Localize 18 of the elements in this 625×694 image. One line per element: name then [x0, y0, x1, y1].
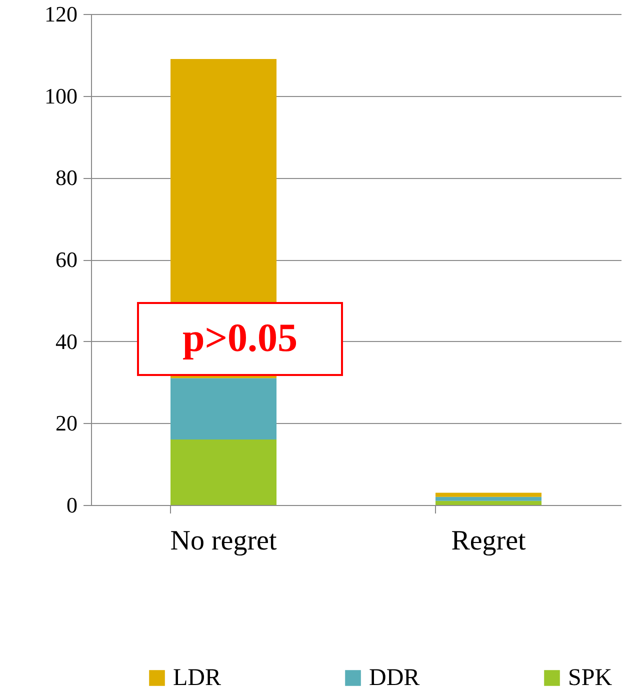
legend-label: DDR — [369, 665, 420, 691]
bar — [170, 440, 276, 505]
y-tick-label: 120 — [44, 2, 78, 26]
bar — [436, 492, 542, 497]
y-tick-label: 80 — [56, 165, 78, 190]
y-tick-label: 100 — [44, 83, 78, 108]
x-tick-label: Regret — [451, 526, 526, 556]
y-tick-label: 40 — [56, 328, 78, 354]
x-tick-label: No regret — [170, 526, 277, 556]
bar — [436, 500, 542, 505]
legend-label: SPK — [568, 665, 613, 691]
bar — [436, 496, 542, 501]
y-tick-label: 20 — [56, 410, 78, 436]
y-tick-label: 60 — [56, 247, 78, 272]
annotation: p>0.05 — [182, 315, 298, 360]
y-tick-label: 0 — [66, 492, 78, 518]
legend-label: LDR — [173, 665, 221, 691]
bar — [170, 378, 276, 440]
